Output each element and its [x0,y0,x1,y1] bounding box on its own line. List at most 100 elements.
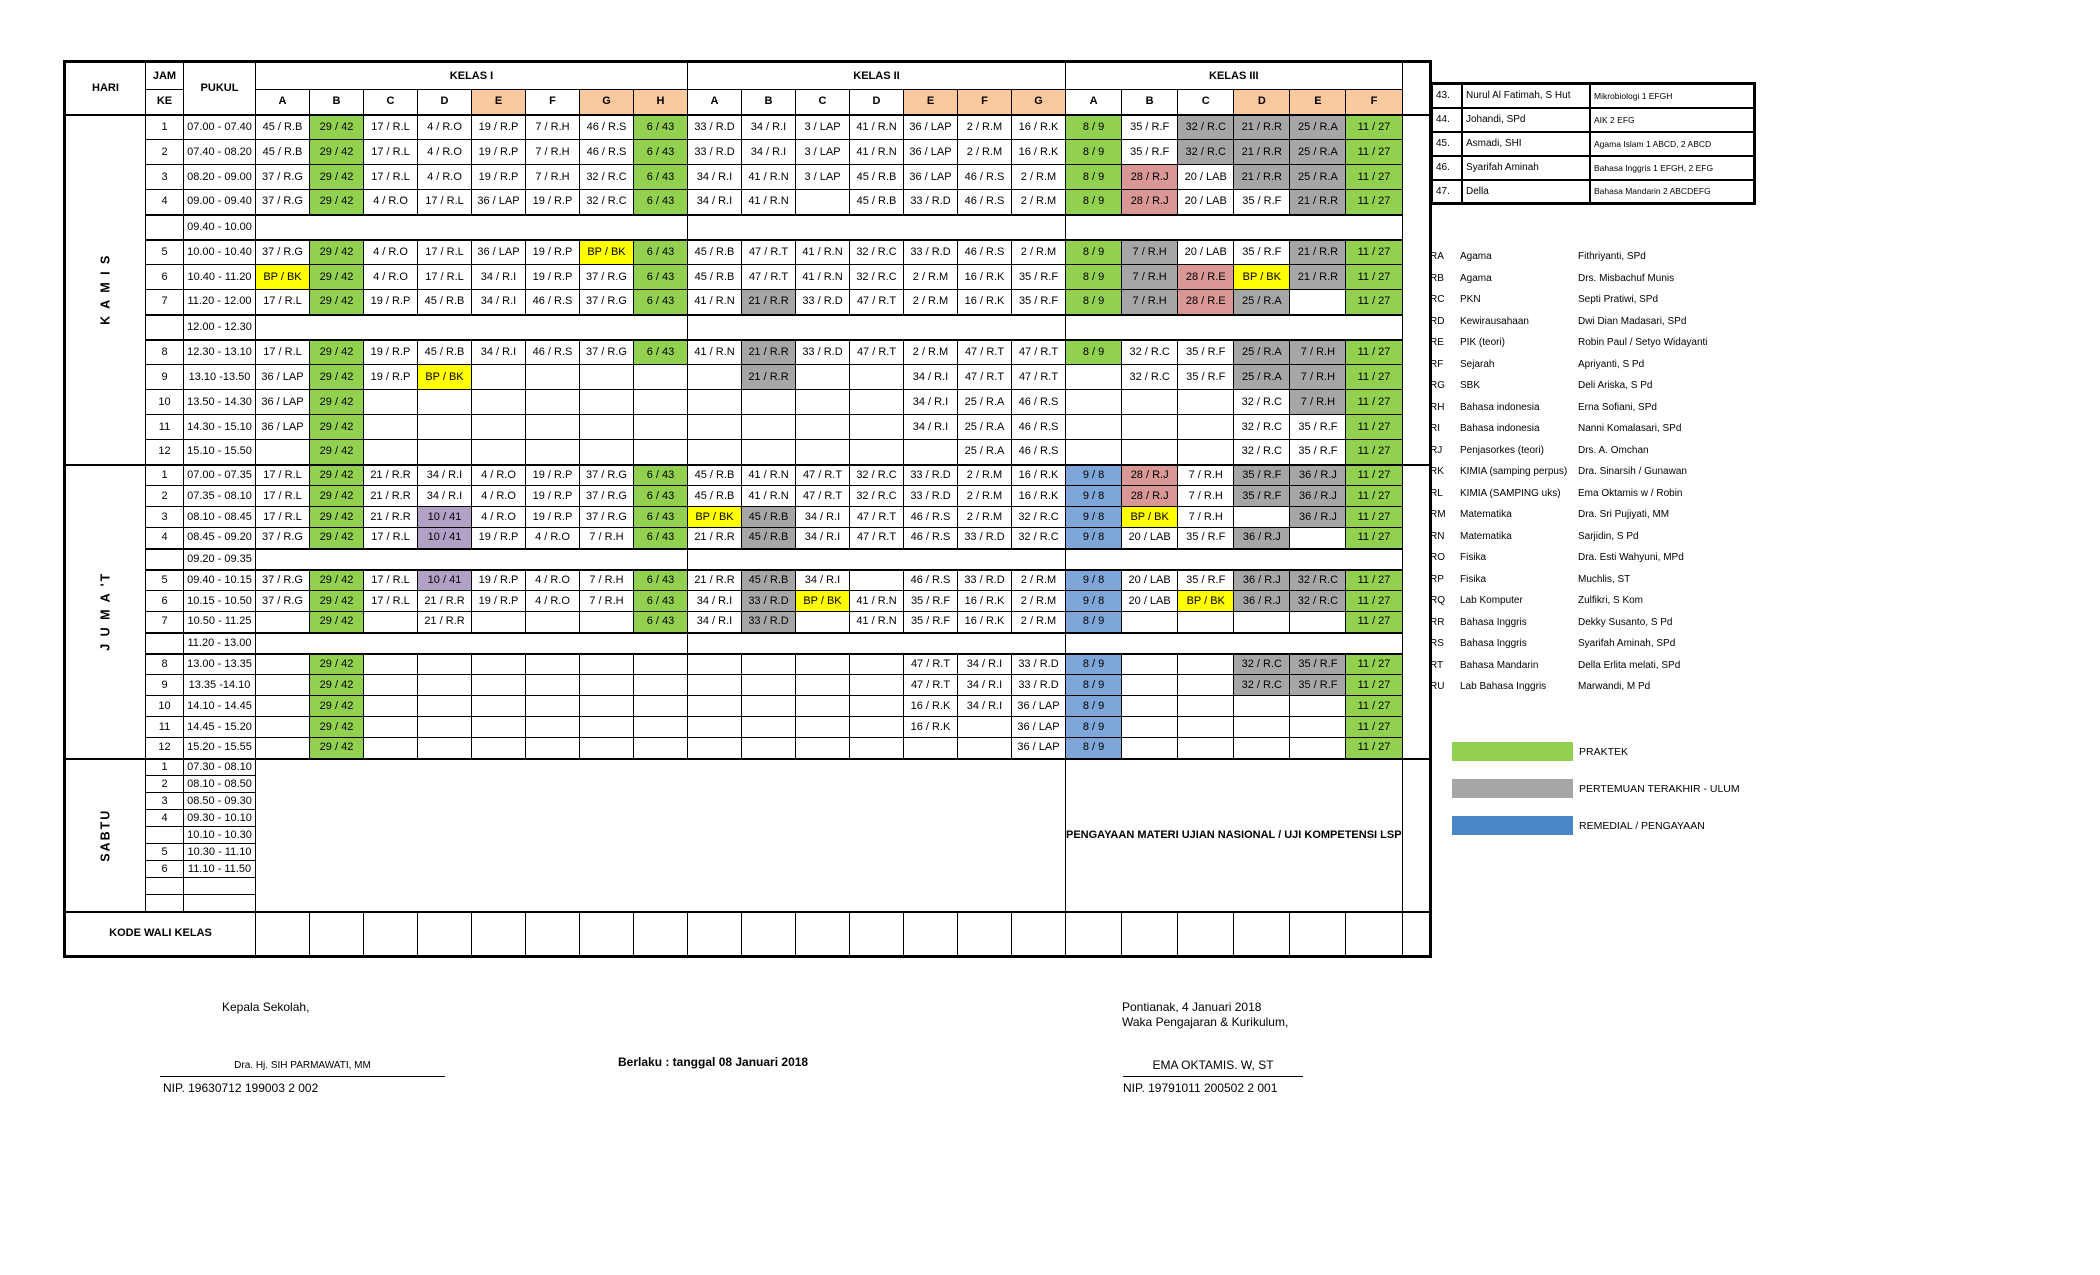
schedule-cell: 41 / R.N [849,590,904,612]
schedule-cell: 2 / R.M [903,339,958,365]
schedule-cell: 41 / R.N [849,139,904,165]
schedule-cell: 34 / R.I [687,189,742,215]
schedule-cell [525,737,580,759]
schedule-cell: 34 / R.I [957,695,1012,717]
schedule-cell: 17 / R.L [255,339,310,365]
period-number: 4 [145,809,184,827]
schedule-cell: 9 / 8 [1064,506,1123,528]
room-teacher: Muchlis, ST [1578,573,1631,585]
schedule-cell [633,364,688,390]
schedule-cell: 33 / R.D [795,339,850,365]
schedule-cell [363,439,418,465]
kode-wali-cell [795,910,850,957]
class-column-header: A [255,89,310,116]
schedule-cell: BP / BK [1121,506,1179,528]
pukul-header: PUKUL [183,61,256,115]
room-teacher: Fithriyanti, SPd [1578,251,1646,263]
schedule-cell [795,653,850,675]
schedule-cell [741,414,796,440]
schedule-cell: 16 / R.K [957,611,1012,633]
schedule-cell [633,389,688,415]
schedule-cell [795,611,850,633]
period-number: 4 [145,189,184,215]
kode-wali-cell [309,910,364,957]
schedule-cell: 6 / 43 [633,590,688,612]
class-column-header: F [957,89,1012,116]
room-code: RR [1430,616,1445,628]
kode-wali-cell [1064,910,1123,957]
schedule-cell: 19 / R.P [471,139,526,165]
schedule-cell [579,695,634,717]
schedule-cell: 19 / R.P [363,289,418,315]
schedule-cell: 6 / 43 [633,139,688,165]
legend-row: PRAKTEK [1452,742,1740,761]
schedule-cell: 36 / LAP [255,364,310,390]
schedule-cell: 4 / R.O [471,485,526,507]
schedule-cell: 35 / R.F [1121,139,1179,165]
day-label: SABTU [64,757,146,912]
room-code: RQ [1430,595,1445,607]
schedule-cell [1177,439,1235,465]
period-number: 9 [145,364,184,390]
schedule-cell: 45 / R.B [741,527,796,549]
period-number: 3 [145,792,184,810]
schedule-cell: 35 / R.F [1011,289,1066,315]
schedule-cell: 4 / R.O [417,113,472,140]
period-number: 2 [145,485,184,507]
time-range: 13.10 -13.50 [183,364,256,390]
schedule-cell: 4 / R.O [417,164,472,190]
class-column-header: A [1064,89,1123,116]
room-subject: KIMIA (samping perpus) [1460,466,1568,478]
schedule-cell [417,716,472,738]
schedule-cell [633,653,688,675]
schedule-cell [1289,737,1347,759]
schedule-cell: 32 / R.C [1011,506,1066,528]
schedule-cell: 45 / R.B [741,569,796,591]
schedule-cell: 8 / 9 [1064,239,1123,265]
time-range: 14.45 - 15.20 [183,716,256,738]
schedule-cell: 7 / R.H [1289,364,1347,390]
schedule-cell: 9 / 8 [1064,569,1123,591]
schedule-cell [363,716,418,738]
break-cell [255,631,688,655]
schedule-cell [741,653,796,675]
period-number [145,631,184,655]
schedule-cell [1121,414,1179,440]
schedule-cell: 7 / R.H [579,527,634,549]
schedule-cell [849,414,904,440]
schedule-cell: 8 / 9 [1064,264,1123,290]
schedule-cell: 47 / R.T [849,339,904,365]
teacher-name: Nurul Al Fatimah, S Hut [1461,82,1591,109]
schedule-cell: 6 / 43 [633,527,688,549]
schedule-cell: 16 / R.K [957,289,1012,315]
schedule-cell: 11 / 27 [1345,264,1403,290]
class-column-header: E [471,89,526,116]
room-subject: Bahasa Mandarin [1460,659,1539,671]
schedule-cell [525,611,580,633]
schedule-cell: 17 / R.L [255,289,310,315]
legend-row: PERTEMUAN TERAKHIR - ULUM [1452,779,1740,798]
schedule-cell: 37 / R.G [579,485,634,507]
room-teacher: Della Erlita melati, SPd [1578,659,1681,671]
schedule-cell [579,439,634,465]
room-teacher: Septi Pratiwi, SPd [1578,294,1659,306]
class-column-header: D [849,89,904,116]
room-code: RP [1430,573,1444,585]
schedule-cell: 3 / LAP [795,139,850,165]
schedule-cell [525,389,580,415]
schedule-cell: 35 / R.F [1011,264,1066,290]
teacher-number: 43. [1430,82,1463,109]
schedule-cell: 2 / R.M [903,264,958,290]
schedule-cell: 35 / R.F [903,590,958,612]
room-subject: Lab Bahasa Inggris [1460,681,1547,693]
schedule-cell [849,716,904,738]
period-number: 1 [145,463,184,486]
schedule-cell: 29 / 42 [309,264,364,290]
room-subject: Fisika [1460,552,1487,564]
kode-wali-cell [255,910,310,957]
spare-column [1401,61,1431,115]
room-subject: Agama [1460,251,1492,263]
schedule-cell: 4 / R.O [525,527,580,549]
kode-wali-kelas-label: KODE WALI KELAS [64,910,256,957]
schedule-cell: 34 / R.I [471,289,526,315]
